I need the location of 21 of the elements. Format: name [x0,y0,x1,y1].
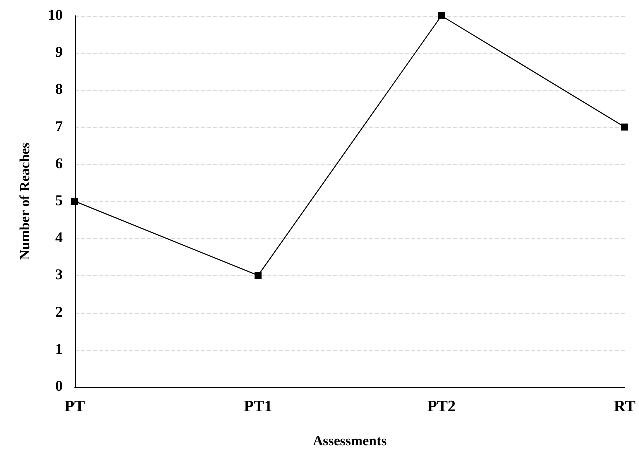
y-axis-title: Number of Reaches [18,142,34,260]
point [438,12,446,20]
y-tick-label: 10 [48,8,63,24]
y-tick-label: 5 [56,194,63,210]
y-tick-label: 4 [56,230,64,247]
y-tick-label: 9 [56,45,63,62]
x-tick-label: PT [64,398,86,416]
x-tick-label: PT1 [244,398,273,416]
x-tick-label: PT2 [427,398,456,416]
y-tick-label: 2 [56,304,63,321]
y-tick-label: 7 [56,119,64,136]
y-tick-label: 8 [56,82,63,98]
y-tick-label: 3 [56,268,63,284]
y-tick-label: 1 [56,342,63,358]
y-tick-label: 0 [56,379,63,395]
x-tick-label: RT [614,398,636,416]
point [622,124,628,131]
x-axis-title: Assessments [313,434,388,450]
y-tick-label: 6 [56,156,64,172]
point [254,272,262,280]
point [72,198,78,205]
